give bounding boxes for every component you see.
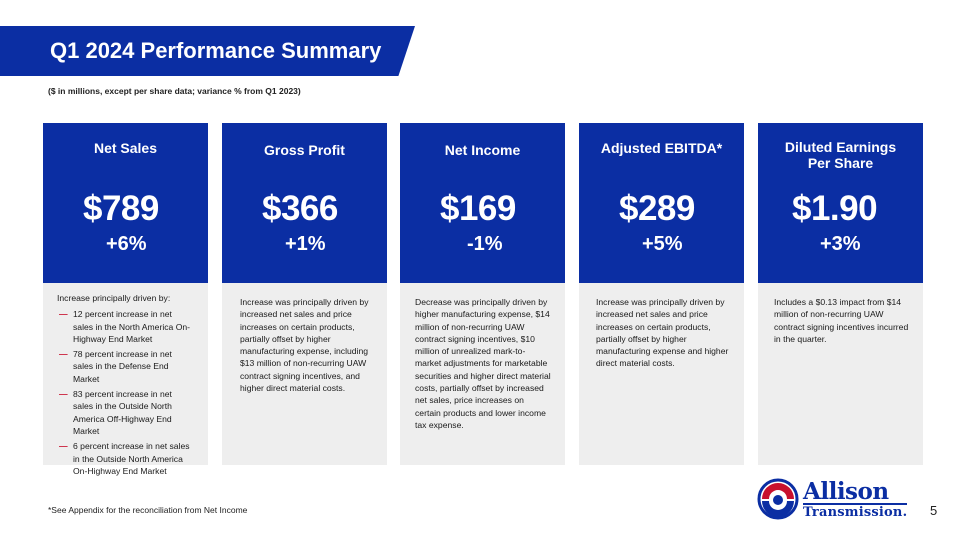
- card-description: Increase was principally driven by incre…: [579, 283, 744, 465]
- page-subtitle: ($ in millions, except per share data; v…: [48, 86, 301, 96]
- card-description: Increase was principally driven by incre…: [222, 283, 387, 465]
- card-change: +3%: [820, 233, 861, 255]
- description-text: Increase was principally driven by incre…: [240, 297, 369, 394]
- list-item: — 6 percent increase in net sales in the…: [57, 440, 194, 477]
- card-value: $789: [83, 189, 159, 228]
- dash-bullet-icon: —: [59, 441, 68, 452]
- card-label-line2: Per Share: [807, 155, 874, 171]
- description-text: Includes a $0.13 impact from $14 million…: [774, 297, 909, 344]
- card-change: +5%: [642, 233, 683, 255]
- card-change: +6%: [106, 233, 147, 255]
- description-intro: Increase principally driven by:: [57, 293, 171, 303]
- page-number: 5: [930, 503, 938, 518]
- card-label: Adjusted EBITDA*: [600, 140, 723, 156]
- card-adjusted-ebitda: Adjusted EBITDA* $289 +5% Increase was p…: [579, 123, 744, 465]
- card-label: Net Income: [444, 142, 521, 158]
- card-value: $169: [440, 189, 516, 228]
- card-header: Diluted Earnings Per Share $1.90 +3%: [758, 123, 923, 283]
- footnote: *See Appendix for the reconciliation fro…: [48, 505, 248, 515]
- card-change: -1%: [467, 233, 503, 255]
- title-banner: [0, 26, 415, 76]
- logo-word-transmission: Transmission.: [803, 503, 908, 520]
- bullet-text: 83 percent increase in net sales in the …: [73, 389, 172, 436]
- card-change: +1%: [285, 233, 326, 255]
- page-title: Q1 2024 Performance Summary: [50, 38, 382, 63]
- description-text: Increase was principally driven by incre…: [596, 297, 729, 369]
- list-item: — 83 percent increase in net sales in th…: [57, 388, 194, 437]
- dash-bullet-icon: —: [59, 389, 68, 400]
- card-net-income: Net Income $169 -1% Decrease was princip…: [400, 123, 565, 465]
- card-label-line1: Diluted Earnings: [784, 139, 897, 155]
- card-label: Net Sales: [93, 140, 158, 156]
- logo-word-allison: Allison: [803, 478, 889, 505]
- dash-bullet-icon: —: [59, 309, 68, 320]
- card-gross-profit: Gross Profit $366 +1% Increase was princ…: [222, 123, 387, 465]
- description-text: Decrease was principally driven by highe…: [415, 297, 551, 430]
- allison-logo: Allison Transmission.: [757, 478, 927, 520]
- card-header: Net Sales $789 +6%: [43, 123, 208, 283]
- card-diluted-eps: Diluted Earnings Per Share $1.90 +3% Inc…: [758, 123, 923, 465]
- bullet-text: 12 percent increase in net sales in the …: [73, 309, 191, 344]
- card-value: $289: [619, 189, 695, 228]
- allison-emblem-icon: [757, 478, 799, 520]
- card-description: Increase principally driven by: — 12 per…: [43, 283, 208, 476]
- card-net-sales: Net Sales $789 +6% Increase principally …: [43, 123, 208, 476]
- card-description: Decrease was principally driven by highe…: [400, 283, 565, 465]
- list-item: — 78 percent increase in net sales in th…: [57, 348, 194, 385]
- card-header: Gross Profit $366 +1%: [222, 123, 387, 283]
- bullet-text: 6 percent increase in net sales in the O…: [73, 441, 190, 476]
- card-value: $366: [262, 189, 338, 228]
- bullet-text: 78 percent increase in net sales in the …: [73, 349, 172, 384]
- card-label: Diluted Earnings Per Share: [758, 139, 923, 171]
- dash-bullet-icon: —: [59, 349, 68, 360]
- list-item: — 12 percent increase in net sales in th…: [57, 308, 194, 345]
- card-header: Net Income $169 -1%: [400, 123, 565, 283]
- card-header: Adjusted EBITDA* $289 +5%: [579, 123, 744, 283]
- card-description: Includes a $0.13 impact from $14 million…: [758, 283, 923, 465]
- card-value: $1.90: [792, 189, 878, 228]
- card-label: Gross Profit: [264, 142, 345, 158]
